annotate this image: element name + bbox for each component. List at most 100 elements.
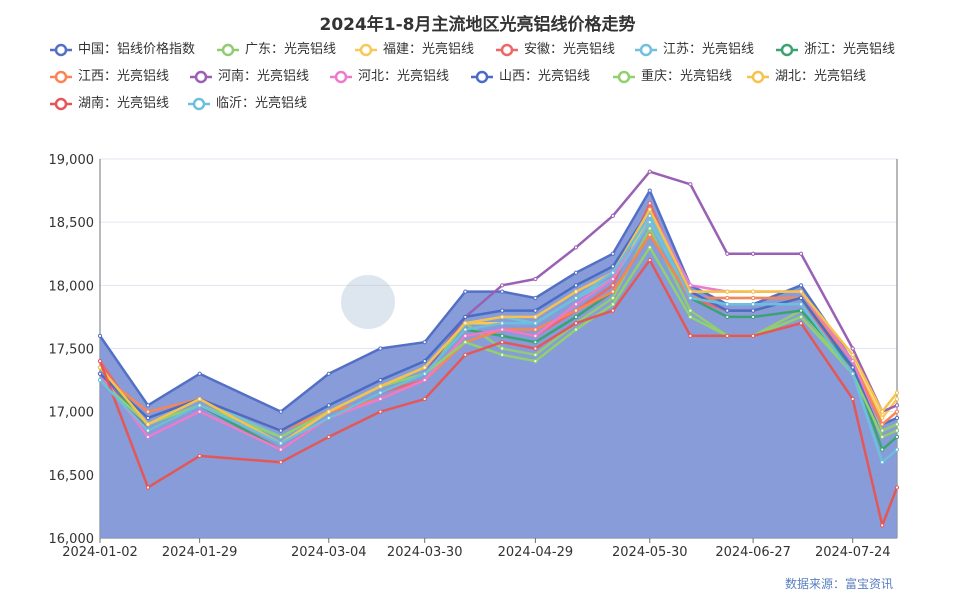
data-point <box>894 428 900 433</box>
legend-item[interactable]: 临沂：光亮铝线 <box>188 94 307 114</box>
data-point <box>725 251 730 256</box>
data-point <box>750 302 756 307</box>
series-line <box>98 189 898 426</box>
data-point <box>798 314 804 320</box>
data-point <box>850 352 855 357</box>
data-point <box>610 270 615 275</box>
legend-item[interactable]: 广东：光亮铝线 <box>217 40 336 60</box>
data-point <box>278 460 283 465</box>
data-point <box>610 264 615 269</box>
legend-label: 江西：光亮铝线 <box>78 69 170 84</box>
data-point <box>688 333 693 338</box>
data-point <box>463 314 468 320</box>
x-tick-label: 2024-01-29 <box>162 545 238 560</box>
data-point <box>647 201 652 206</box>
data-point <box>422 359 427 364</box>
data-point <box>278 441 283 446</box>
data-point <box>326 434 331 440</box>
data-point <box>278 447 283 452</box>
legend-item[interactable]: 山西：光亮铝线 <box>471 67 590 87</box>
data-point <box>145 409 151 414</box>
data-point <box>850 371 855 376</box>
y-tick-label: 18,000 <box>49 279 95 294</box>
data-point <box>533 321 538 326</box>
x-tick-label: 2024-05-30 <box>612 545 688 560</box>
legend-item[interactable]: 重庆：光亮铝线 <box>613 67 732 87</box>
data-point <box>97 371 103 376</box>
data-point <box>573 327 579 332</box>
watermark-logo <box>341 275 395 329</box>
data-point <box>463 333 468 338</box>
legend-label: 河南：光亮铝线 <box>218 69 310 84</box>
data-point <box>463 327 468 332</box>
legend-swatch <box>747 70 769 84</box>
legend-item[interactable]: 福建：光亮铝线 <box>355 40 474 60</box>
legend-item[interactable]: 湖北：光亮铝线 <box>747 67 866 87</box>
legend-swatch <box>635 43 657 57</box>
data-point <box>378 409 383 414</box>
data-point <box>145 403 151 408</box>
legend-label: 重庆：光亮铝线 <box>641 69 733 84</box>
data-point <box>750 314 756 320</box>
data-point <box>573 295 579 301</box>
data-point <box>145 485 151 490</box>
legend-item[interactable]: 江西：光亮铝线 <box>50 67 169 87</box>
data-point <box>647 257 652 263</box>
data-point <box>798 321 804 326</box>
y-tick-label: 16,000 <box>49 532 95 547</box>
legend-item[interactable]: 湖南：光亮铝线 <box>50 94 169 114</box>
data-point <box>500 327 505 332</box>
data-point <box>573 245 579 250</box>
data-point <box>647 213 652 218</box>
legend-label: 湖南：光亮铝线 <box>78 96 170 111</box>
data-point <box>533 340 538 345</box>
data-point <box>278 428 283 433</box>
data-point <box>725 302 730 307</box>
legend-item[interactable]: 浙江：光亮铝线 <box>776 40 895 60</box>
data-point <box>422 340 427 345</box>
legend-item[interactable]: 中国：铝线价格指数 <box>50 40 195 60</box>
data-source: 数据来源：富宝资讯 <box>784 577 893 591</box>
data-point <box>894 409 900 414</box>
legend-label: 安徽：光亮铝线 <box>524 42 616 57</box>
series-line <box>99 208 898 439</box>
legend-item[interactable]: 江苏：光亮铝线 <box>635 40 754 60</box>
data-point <box>610 251 615 256</box>
data-point <box>197 453 202 458</box>
data-point <box>278 434 283 440</box>
legend-item[interactable]: 河南：光亮铝线 <box>190 67 309 87</box>
data-point <box>533 352 538 357</box>
data-point <box>850 359 855 364</box>
data-point <box>688 295 693 301</box>
data-point <box>750 333 756 338</box>
x-tick-label: 2024-01-02 <box>62 545 138 560</box>
data-point <box>688 308 693 313</box>
data-point <box>326 409 331 414</box>
legend-item[interactable]: 安徽：光亮铝线 <box>496 40 615 60</box>
data-point <box>378 396 383 402</box>
legend-swatch <box>776 43 798 57</box>
data-point <box>750 295 756 301</box>
data-point <box>894 434 900 440</box>
data-point <box>880 409 885 414</box>
data-point <box>688 289 693 294</box>
data-point <box>647 207 652 212</box>
legend-label: 广东：光亮铝线 <box>245 42 337 57</box>
data-point <box>647 226 652 231</box>
y-tick-label: 16,500 <box>49 469 95 484</box>
data-point <box>326 371 331 376</box>
data-point <box>688 314 693 320</box>
legend-swatch <box>471 70 493 84</box>
legend-item[interactable]: 河北：光亮铝线 <box>330 67 449 87</box>
data-point <box>145 415 151 421</box>
data-point <box>798 283 804 288</box>
legend-swatch <box>330 70 352 84</box>
data-point <box>197 403 202 408</box>
legend-swatch <box>50 70 72 84</box>
series-area <box>100 190 897 539</box>
data-point <box>894 485 900 490</box>
data-point <box>463 289 468 294</box>
data-point <box>880 422 885 427</box>
y-tick-label: 17,000 <box>49 406 95 421</box>
data-point <box>573 270 579 275</box>
